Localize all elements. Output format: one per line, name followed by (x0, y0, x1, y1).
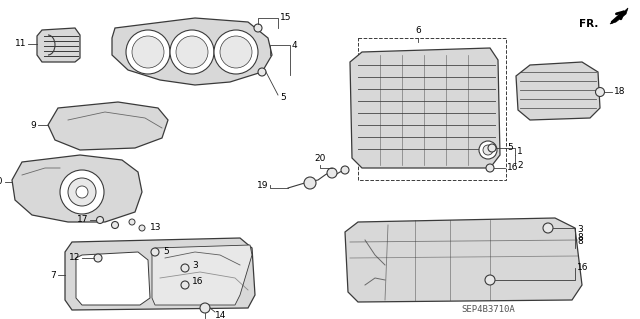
Circle shape (139, 225, 145, 231)
Circle shape (479, 141, 497, 159)
Circle shape (60, 170, 104, 214)
Circle shape (485, 275, 495, 285)
Polygon shape (48, 102, 168, 150)
Polygon shape (76, 252, 150, 305)
Circle shape (214, 30, 258, 74)
Text: 8: 8 (577, 234, 583, 242)
Circle shape (111, 221, 118, 228)
Text: 3: 3 (192, 261, 198, 270)
Text: 15: 15 (280, 13, 291, 23)
Text: 8: 8 (577, 238, 583, 247)
Polygon shape (152, 245, 252, 305)
Circle shape (486, 164, 494, 172)
Text: 2: 2 (517, 160, 523, 169)
Circle shape (76, 186, 88, 198)
Text: 3: 3 (577, 226, 583, 234)
Text: 18: 18 (614, 87, 625, 97)
Circle shape (129, 219, 135, 225)
Text: 5: 5 (280, 93, 285, 102)
Text: 14: 14 (215, 310, 227, 319)
Polygon shape (350, 48, 500, 168)
Text: FR.: FR. (579, 19, 598, 29)
Polygon shape (112, 18, 272, 85)
Text: 5: 5 (163, 248, 169, 256)
Circle shape (595, 87, 605, 97)
Text: SEP4B3710A: SEP4B3710A (461, 306, 515, 315)
Text: 10: 10 (0, 177, 3, 187)
Polygon shape (516, 62, 600, 120)
Circle shape (341, 166, 349, 174)
Circle shape (220, 36, 252, 68)
Text: 7: 7 (51, 271, 56, 279)
Circle shape (200, 303, 210, 313)
Circle shape (176, 36, 208, 68)
Text: 9: 9 (30, 121, 36, 130)
Circle shape (97, 217, 104, 224)
Circle shape (132, 36, 164, 68)
Text: 6: 6 (415, 26, 421, 35)
Circle shape (254, 24, 262, 32)
Circle shape (181, 264, 189, 272)
Bar (358, 38, 506, 180)
Text: 11: 11 (15, 40, 26, 48)
Circle shape (258, 68, 266, 76)
Polygon shape (37, 28, 80, 62)
Text: 5: 5 (507, 144, 513, 152)
Text: 20: 20 (314, 154, 326, 163)
Text: 12: 12 (68, 254, 80, 263)
Circle shape (151, 248, 159, 256)
Circle shape (488, 144, 496, 152)
Circle shape (68, 178, 96, 206)
Circle shape (483, 145, 493, 155)
Text: 16: 16 (192, 278, 204, 286)
Text: 19: 19 (257, 181, 268, 189)
Text: 4: 4 (292, 41, 298, 49)
Polygon shape (345, 218, 582, 302)
Circle shape (543, 223, 553, 233)
Circle shape (304, 177, 316, 189)
Polygon shape (610, 8, 628, 24)
Polygon shape (12, 155, 142, 222)
Circle shape (327, 168, 337, 178)
Polygon shape (65, 238, 255, 310)
Text: 13: 13 (150, 224, 161, 233)
Circle shape (94, 254, 102, 262)
Circle shape (170, 30, 214, 74)
Text: 16: 16 (507, 164, 518, 173)
Text: 1: 1 (517, 147, 523, 157)
Text: 16: 16 (577, 263, 589, 272)
Circle shape (181, 281, 189, 289)
Circle shape (126, 30, 170, 74)
Text: 17: 17 (77, 216, 88, 225)
